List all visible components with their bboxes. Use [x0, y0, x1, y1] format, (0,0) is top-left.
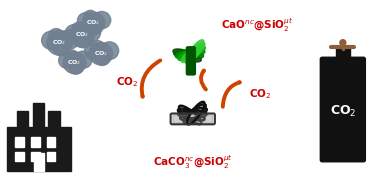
Bar — [34, 153, 44, 171]
Bar — [46, 152, 56, 161]
Text: CO$_2$: CO$_2$ — [94, 49, 108, 57]
Ellipse shape — [178, 46, 205, 61]
FancyBboxPatch shape — [320, 57, 366, 162]
Circle shape — [49, 29, 64, 43]
Circle shape — [42, 31, 60, 49]
FancyArrowPatch shape — [223, 82, 240, 107]
Circle shape — [65, 50, 78, 63]
Circle shape — [82, 12, 105, 34]
FancyBboxPatch shape — [186, 47, 195, 75]
Ellipse shape — [173, 49, 201, 62]
Polygon shape — [33, 103, 44, 127]
Circle shape — [93, 12, 111, 29]
Circle shape — [89, 42, 113, 65]
Circle shape — [94, 51, 110, 66]
Circle shape — [59, 30, 79, 49]
Text: CaO$^{nc}$@SiO$_2^{\mu t}$: CaO$^{nc}$@SiO$_2^{\mu t}$ — [221, 16, 293, 34]
Circle shape — [77, 13, 94, 29]
FancyArrowPatch shape — [142, 60, 160, 97]
Circle shape — [65, 25, 83, 42]
Bar — [31, 152, 40, 161]
Circle shape — [87, 20, 102, 35]
Circle shape — [340, 40, 346, 46]
Text: CO$_2$: CO$_2$ — [67, 58, 82, 67]
Bar — [31, 137, 40, 147]
Circle shape — [59, 52, 76, 68]
Circle shape — [91, 41, 104, 54]
Bar — [336, 47, 350, 59]
Circle shape — [85, 43, 102, 59]
Polygon shape — [17, 111, 28, 127]
Text: CO$_2$: CO$_2$ — [249, 87, 271, 101]
Ellipse shape — [185, 40, 204, 64]
Polygon shape — [48, 111, 60, 127]
Ellipse shape — [174, 50, 204, 59]
FancyBboxPatch shape — [173, 115, 213, 123]
Bar — [46, 137, 56, 147]
Circle shape — [76, 33, 91, 48]
Ellipse shape — [181, 43, 205, 62]
Circle shape — [68, 60, 84, 74]
Circle shape — [63, 52, 86, 74]
Text: CO$_2$: CO$_2$ — [75, 31, 89, 40]
Circle shape — [53, 40, 70, 56]
Bar — [15, 152, 23, 161]
FancyArrowPatch shape — [201, 71, 206, 89]
Circle shape — [81, 23, 101, 42]
Bar — [15, 137, 23, 147]
Text: CaCO$_3^{nc}$@SiO$_2^{\mu t}$: CaCO$_3^{nc}$@SiO$_2^{\mu t}$ — [153, 153, 234, 171]
Ellipse shape — [175, 49, 205, 59]
Text: CO$_2$: CO$_2$ — [53, 38, 67, 47]
Circle shape — [100, 42, 119, 59]
Text: CO$_2$: CO$_2$ — [116, 76, 138, 89]
Text: CO$_2$: CO$_2$ — [86, 18, 101, 27]
Circle shape — [70, 24, 94, 47]
Circle shape — [47, 31, 72, 55]
Circle shape — [84, 10, 97, 23]
Polygon shape — [7, 127, 71, 171]
Circle shape — [72, 22, 86, 36]
Text: CO$_2$: CO$_2$ — [330, 104, 356, 119]
Circle shape — [74, 51, 92, 68]
